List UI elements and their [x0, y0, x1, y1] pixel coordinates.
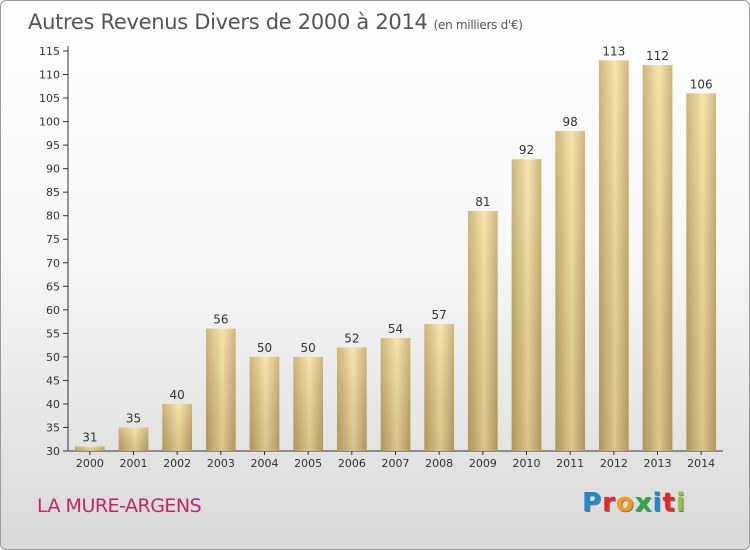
data-label: 113 — [602, 44, 625, 58]
x-tick-label: 2013 — [644, 457, 672, 470]
data-label: 98 — [563, 115, 578, 129]
data-label: 106 — [690, 77, 713, 91]
y-tick-label: 45 — [46, 374, 60, 387]
x-tick-label: 2007 — [382, 457, 410, 470]
data-label: 92 — [519, 143, 534, 157]
x-tick-label: 2004 — [251, 457, 279, 470]
x-tick-label: 2008 — [425, 457, 453, 470]
data-label: 81 — [475, 195, 490, 209]
logo-letter: r — [602, 488, 616, 518]
y-tick-label: 35 — [46, 421, 60, 434]
x-tick-label: 2009 — [469, 457, 497, 470]
logo-letter: P — [582, 488, 603, 518]
x-tick-label: 2012 — [600, 457, 628, 470]
y-tick-label: 105 — [39, 92, 60, 105]
logo-letter: x — [634, 488, 653, 518]
y-tick-label: 50 — [46, 351, 60, 364]
logo-letter: o — [615, 488, 635, 518]
bar-shade — [467, 211, 498, 451]
bar-shade — [74, 446, 105, 451]
bar-shade — [555, 131, 586, 451]
bar-shade — [598, 60, 629, 451]
x-tick-label: 2000 — [76, 457, 104, 470]
x-tick-label: 2001 — [120, 457, 148, 470]
data-label: 52 — [344, 331, 359, 345]
bar-shade — [162, 403, 193, 451]
x-tick-label: 2002 — [163, 457, 191, 470]
x-tick-label: 2014 — [687, 457, 715, 470]
x-tick-label: 2005 — [294, 457, 322, 470]
data-label: 50 — [301, 341, 316, 355]
y-tick-label: 75 — [46, 233, 60, 246]
y-tick-label: 30 — [46, 445, 60, 458]
y-tick-label: 90 — [46, 163, 60, 176]
data-label: 56 — [213, 313, 228, 327]
proxiti-logo: Proxiti — [582, 488, 686, 518]
y-tick-label: 110 — [39, 69, 60, 82]
y-tick-label: 60 — [46, 304, 60, 317]
x-tick-label: 2011 — [556, 457, 584, 470]
data-label: 50 — [257, 341, 272, 355]
y-tick-label: 95 — [46, 139, 60, 152]
data-label: 40 — [170, 388, 185, 402]
bar-shade — [118, 427, 149, 451]
chart-title-unit: (en milliers d'€) — [433, 18, 523, 32]
data-label: 31 — [82, 430, 97, 444]
y-tick-label: 55 — [46, 327, 60, 340]
logo-letter: i — [652, 488, 663, 518]
bar-shade — [511, 159, 542, 451]
data-label: 54 — [388, 322, 403, 336]
x-tick-label: 2006 — [338, 457, 366, 470]
logo-letter: i — [675, 488, 686, 518]
y-tick-label: 65 — [46, 280, 60, 293]
y-tick-label: 80 — [46, 210, 60, 223]
data-label: 57 — [432, 308, 447, 322]
chart-title-text: Autres Revenus Divers de 2000 à 2014 — [28, 10, 428, 34]
bar-shade — [205, 328, 236, 451]
bar-shade — [642, 65, 673, 451]
y-tick-label: 40 — [46, 398, 60, 411]
data-label: 112 — [646, 49, 669, 63]
y-tick-label: 115 — [39, 45, 60, 58]
bar-shade — [424, 323, 455, 451]
logo-letter: t — [662, 488, 676, 518]
y-tick-label: 100 — [39, 116, 60, 129]
x-tick-label: 2010 — [513, 457, 541, 470]
data-label: 35 — [126, 411, 141, 425]
y-tick-label: 85 — [46, 186, 60, 199]
bar-shade — [293, 356, 324, 451]
bar-shade — [249, 356, 280, 451]
y-tick-label: 70 — [46, 257, 60, 270]
bar-shade — [686, 93, 717, 452]
chart-title: Autres Revenus Divers de 2000 à 2014 (en … — [28, 10, 523, 34]
place-name: LA MURE-ARGENS — [37, 495, 202, 517]
bar-shade — [336, 347, 367, 451]
x-tick-label: 2003 — [207, 457, 235, 470]
bar-shade — [380, 338, 411, 451]
